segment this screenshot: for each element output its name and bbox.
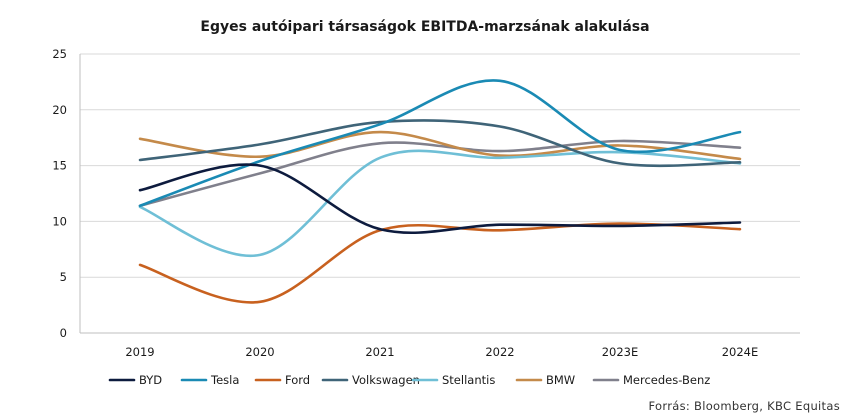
x-tick-label: 2021 bbox=[365, 345, 394, 359]
legend-label-mercedes-benz: Mercedes-Benz bbox=[623, 373, 710, 387]
legend-label-ford: Ford bbox=[285, 373, 310, 387]
y-tick-label: 20 bbox=[52, 103, 67, 117]
legend-label-stellantis: Stellantis bbox=[442, 373, 495, 387]
y-tick-label: 15 bbox=[52, 159, 67, 173]
axes bbox=[79, 54, 800, 334]
y-tick-label: 0 bbox=[60, 326, 67, 340]
series-line-byd bbox=[138, 163, 742, 235]
x-tick-label: 2019 bbox=[125, 345, 154, 359]
x-tick-label: 2022 bbox=[485, 345, 514, 359]
y-tick-label: 5 bbox=[60, 270, 67, 284]
y-tick-label: 10 bbox=[52, 214, 67, 228]
source-note: Forrás: Bloomberg, KBC Equitas bbox=[649, 399, 840, 413]
series-line-mercedes-benz bbox=[138, 139, 742, 208]
legend-label-bmw: BMW bbox=[546, 373, 575, 387]
x-axis-ticks: 2019 2020 2021 2022 2023E 2024E bbox=[125, 345, 758, 359]
series-line-volkswagen bbox=[138, 119, 742, 168]
series-line-stellantis bbox=[138, 149, 742, 258]
y-tick-label: 25 bbox=[52, 47, 67, 61]
y-axis-ticks: 0 5 10 15 20 25 bbox=[52, 47, 67, 340]
gridlines bbox=[80, 53, 800, 278]
x-tick-label: 2023E bbox=[602, 345, 639, 359]
series-line-bmw bbox=[138, 130, 742, 161]
series-line-ford bbox=[138, 222, 742, 304]
x-tick-label: 2024E bbox=[722, 345, 759, 359]
legend-label-tesla: Tesla bbox=[210, 373, 239, 387]
x-tick-label: 2020 bbox=[245, 345, 274, 359]
series-lines bbox=[138, 79, 742, 304]
legend-label-byd: BYD bbox=[139, 373, 162, 387]
legend: BYD Tesla Ford Volkswagen Stellantis BMW Merce… bbox=[108, 373, 710, 387]
chart-title: Egyes autóipari társaságok EBITDA-marzsá… bbox=[200, 19, 649, 35]
legend-label-volkswagen: Volkswagen bbox=[352, 373, 420, 387]
